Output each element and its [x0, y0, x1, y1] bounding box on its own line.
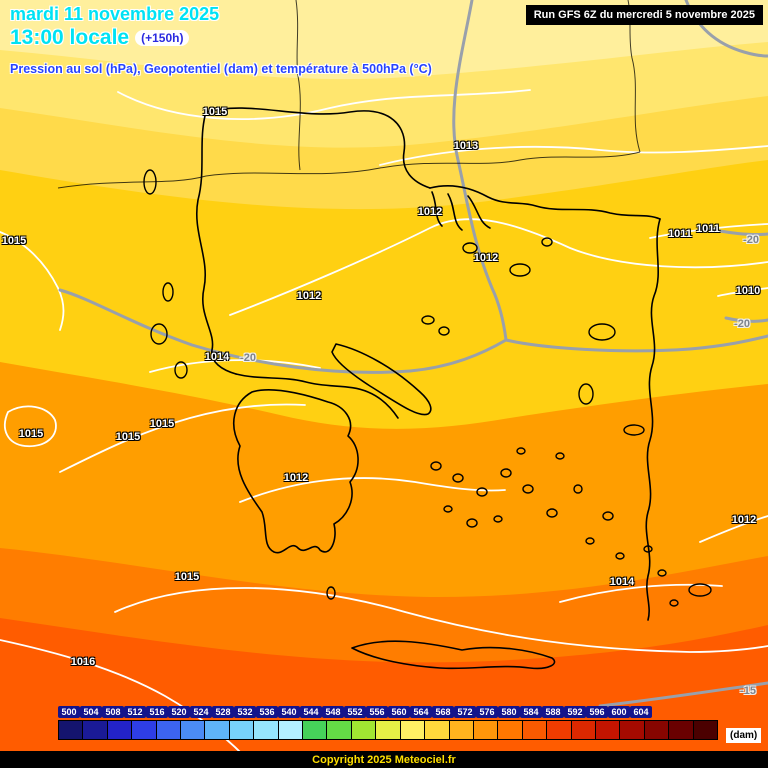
scale-color-cell [156, 721, 182, 739]
scale-value: 504 [80, 706, 102, 718]
scale-color-cell [620, 721, 645, 739]
pressure-label: 1011 [696, 223, 720, 235]
copyright-text: Copyright 2025 Meteociel.fr [312, 753, 456, 766]
scale-unit-label: (dam) [726, 728, 762, 743]
run-info-box: Run GFS 6Z du mercredi 5 novembre 2025 [525, 5, 763, 25]
scale-color-cell [376, 721, 401, 739]
scale-value: 536 [256, 706, 278, 718]
temperature-label: -20 [240, 352, 256, 364]
scale-value: 584 [520, 706, 542, 718]
scale-color-cell [327, 721, 352, 739]
map-parameters-subtitle: Pression au sol (hPa), Geopotentiel (dam… [10, 62, 432, 76]
pressure-label: 1015 [202, 106, 228, 118]
temperature-label: -20 [743, 234, 759, 246]
scale-color-cell [547, 721, 572, 739]
pressure-label: 1015 [149, 418, 175, 430]
scale-value: 552 [344, 706, 366, 718]
scale-color-cell [59, 721, 84, 739]
scale-values-row: 500 504 508 512 516 520 524 528 532 536 540 544 548 5… [58, 706, 652, 718]
scale-color-cell [229, 721, 255, 739]
forecast-date: mardi 11 novembre 2025 [10, 4, 220, 24]
scale-color-cell [351, 721, 377, 739]
scale-color-cell [498, 721, 523, 739]
pressure-label: 1012 [296, 290, 322, 302]
scale-color-cell [181, 721, 206, 739]
scale-value: 516 [146, 706, 168, 718]
scale-value: 592 [564, 706, 586, 718]
scale-value: 556 [366, 706, 388, 718]
header: mardi 11 novembre 2025 13:00 locale (+15… [10, 4, 432, 76]
scale-color-cell [425, 721, 450, 739]
scale-color-cell [644, 721, 670, 739]
pressure-label: 1012 [417, 206, 443, 218]
temperature-label: -15 [740, 685, 756, 697]
scale-color-cell [254, 721, 279, 739]
forecast-time: 13:00 locale [10, 26, 130, 49]
pressure-label: 1015 [18, 428, 44, 440]
scale-value: 532 [234, 706, 256, 718]
temperature-label: -20 [734, 318, 750, 330]
pressure-label: 1013 [453, 140, 479, 152]
scale-value: 528 [212, 706, 234, 718]
scale-color-cell [132, 721, 157, 739]
forecast-offset-badge: (+150h) [135, 30, 190, 46]
scale-value: 520 [168, 706, 190, 718]
geopotential-scale: 500 504 508 512 516 520 524 528 532 536 540 544 548 5… [58, 706, 718, 740]
scale-color-cell [571, 721, 596, 739]
pressure-label: 1014 [609, 576, 635, 588]
scale-color-cell [278, 721, 304, 739]
scale-color-cell [449, 721, 474, 739]
scale-value: 512 [124, 706, 146, 718]
pressure-label: 1012 [473, 252, 499, 264]
scale-color-cell [595, 721, 621, 739]
scale-color-cell [693, 721, 717, 739]
pressure-label: 1012 [283, 472, 309, 484]
scale-color-cell [400, 721, 426, 739]
scale-value: 604 [630, 706, 652, 718]
scale-value: 568 [432, 706, 454, 718]
coastlines [196, 107, 661, 670]
scale-color-bar [58, 720, 718, 740]
scale-value: 548 [322, 706, 344, 718]
pressure-label: 1011 [668, 228, 692, 240]
scale-value: 540 [278, 706, 300, 718]
scale-color-cell [473, 721, 499, 739]
scale-value: 524 [190, 706, 212, 718]
pressure-label: 1012 [731, 514, 757, 526]
isobar-contours [0, 89, 768, 768]
pressure-label: 1010 [735, 285, 761, 297]
scale-color-cell [107, 721, 133, 739]
scale-color-cell [669, 721, 694, 739]
copyright-bar: Copyright 2025 Meteociel.fr [0, 751, 768, 768]
pressure-label: 1015 [115, 431, 141, 443]
scale-value: 564 [410, 706, 432, 718]
scale-value: 576 [476, 706, 498, 718]
pressure-label: 1015 [1, 235, 27, 247]
scale-value: 572 [454, 706, 476, 718]
scale-value: 560 [388, 706, 410, 718]
pressure-label: 1015 [174, 571, 200, 583]
pressure-label: 1016 [70, 656, 96, 668]
scale-value: 580 [498, 706, 520, 718]
scale-value: 508 [102, 706, 124, 718]
scale-value: 500 [58, 706, 80, 718]
scale-color-cell [205, 721, 230, 739]
pressure-label: 1014 [204, 351, 230, 363]
scale-color-cell [303, 721, 328, 739]
scale-color-cell [83, 721, 108, 739]
scale-value: 544 [300, 706, 322, 718]
scale-value: 588 [542, 706, 564, 718]
scale-color-cell [522, 721, 548, 739]
islands [143, 169, 712, 607]
scale-value: 600 [608, 706, 630, 718]
scale-value: 596 [586, 706, 608, 718]
